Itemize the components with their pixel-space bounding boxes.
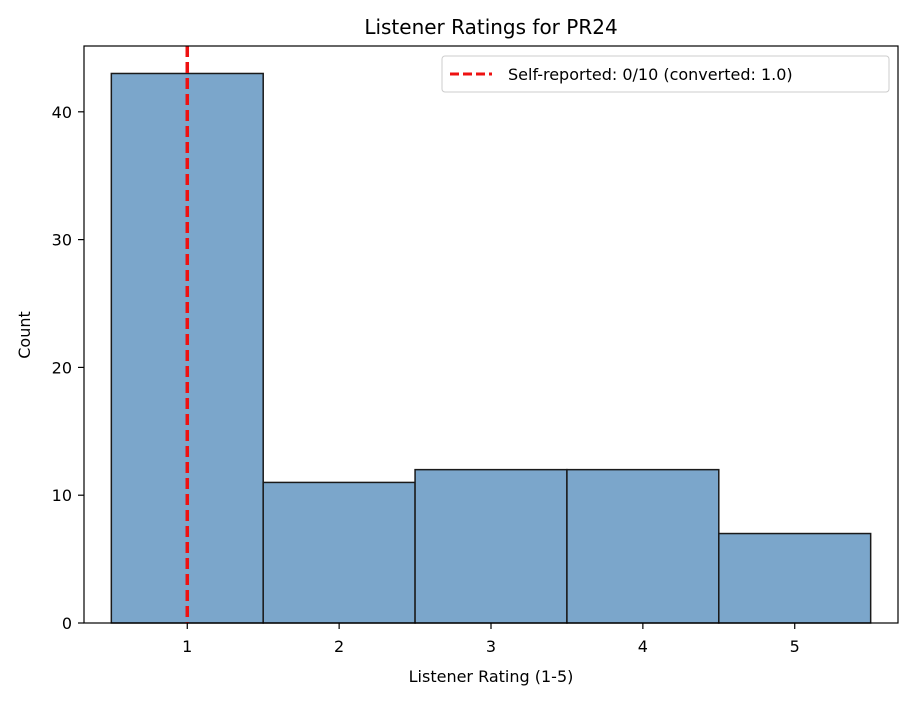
y-tick-label: 30 (52, 231, 72, 250)
y-tick-label: 20 (52, 358, 72, 377)
bar-rating-5 (718, 532, 872, 624)
x-tick-label: 2 (334, 637, 344, 656)
x-tick-label: 3 (486, 637, 496, 656)
legend-box (441, 55, 890, 93)
y-axis-label: Count (15, 311, 34, 359)
x-ticks-group: 1 2 3 4 5 (182, 623, 800, 656)
x-tick-label: 5 (790, 637, 800, 656)
x-tick-label: 1 (182, 637, 192, 656)
bar-rating-2 (262, 481, 416, 624)
bar-rating-3 (414, 468, 568, 624)
y-tick-label: 10 (52, 486, 72, 505)
legend: Self-reported: 0/10 (converted: 1.0) (441, 55, 890, 93)
bar-rating-1 (110, 72, 264, 624)
bars-group (110, 72, 872, 624)
y-ticks-group: 0 10 20 30 40 (52, 103, 84, 633)
y-tick-label: 40 (52, 103, 72, 122)
x-axis-label: Listener Rating (1-5) (409, 667, 574, 686)
x-tick-label: 4 (638, 637, 648, 656)
chart-title: Listener Ratings for PR24 (364, 15, 617, 39)
bar-rating-4 (566, 468, 720, 624)
y-tick-label: 0 (62, 614, 72, 633)
legend-label: Self-reported: 0/10 (converted: 1.0) (508, 65, 793, 84)
